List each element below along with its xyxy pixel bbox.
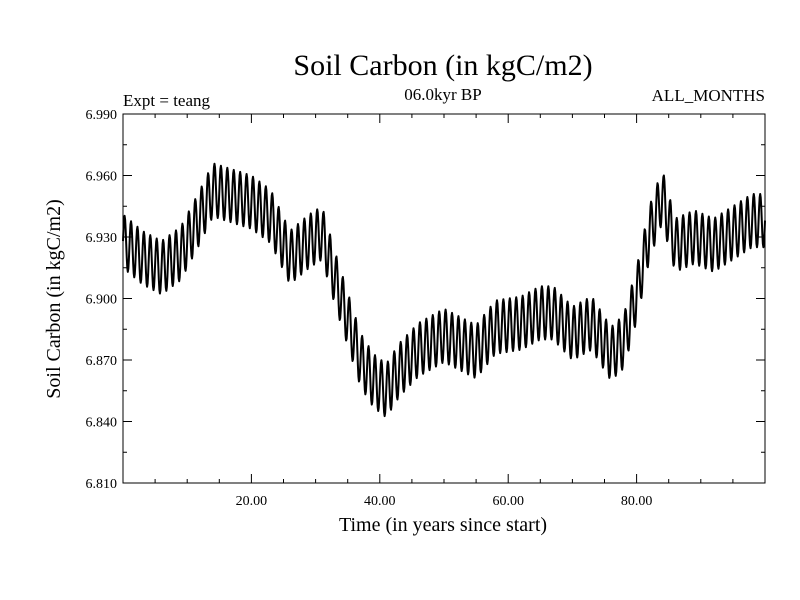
x-tick-label: 80.00 — [621, 494, 653, 509]
series-layer — [122, 162, 766, 418]
x-tick-label: 60.00 — [492, 494, 524, 509]
x-tick-label: 20.00 — [236, 494, 268, 509]
axes: 20.00 40.00 60.00 80.00 6.810 6.840 6.870 6.900… — [86, 108, 766, 509]
chart-subtitle: 06.0kyr BP — [404, 85, 481, 104]
experiment-label: Expt = teang — [123, 91, 211, 110]
y-tick-label: 6.870 — [86, 354, 118, 369]
x-tick-label: 40.00 — [364, 494, 396, 509]
y-tick-label: 6.900 — [86, 293, 118, 308]
plot-frame — [122, 113, 766, 484]
y-tick-label: 6.840 — [86, 416, 118, 431]
y-tick-label: 6.990 — [86, 108, 118, 123]
chart-title: Soil Carbon (in kgC/m2) — [293, 49, 592, 82]
y-tick-label: 6.810 — [86, 477, 118, 492]
y-tick-label: 6.930 — [86, 231, 118, 246]
y-axis-label: Soil Carbon (in kgC/m2) — [43, 199, 65, 398]
months-label: ALL_MONTHS — [652, 86, 765, 105]
x-axis-label: Time (in years since start) — [339, 514, 547, 536]
soil-carbon-series-line — [122, 162, 766, 418]
y-tick-label: 6.960 — [86, 170, 118, 185]
